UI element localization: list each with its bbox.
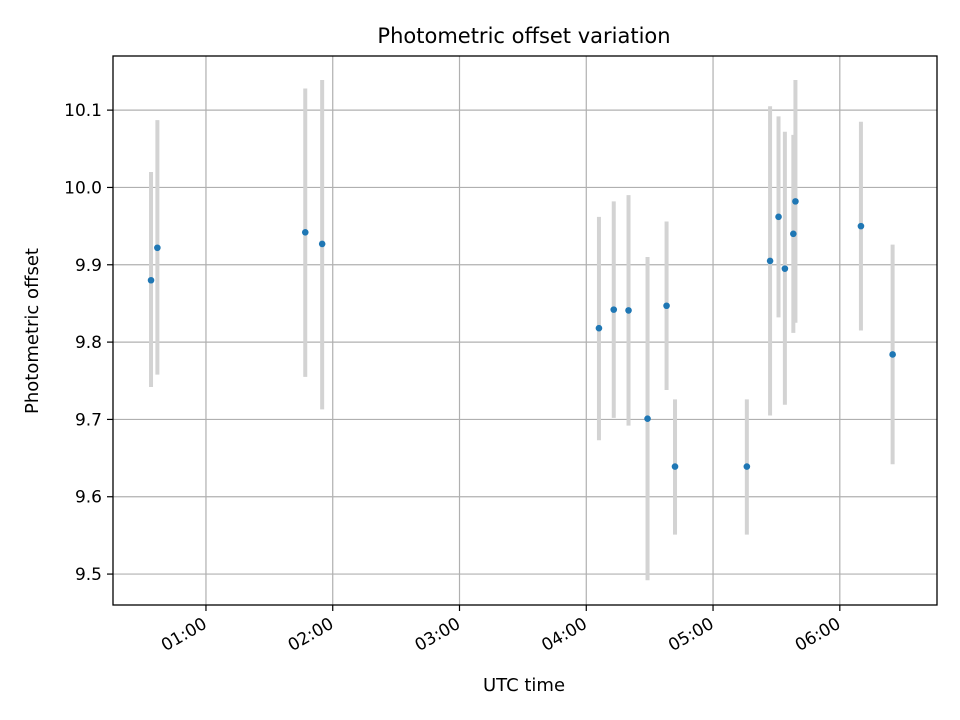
data-point (644, 415, 651, 422)
y-tick-label: 9.6 (75, 488, 102, 508)
data-point (147, 276, 155, 284)
plot-frame (112, 55, 938, 606)
y-tick-label: 9.7 (75, 410, 102, 430)
y-tick-label: 9.5 (75, 565, 102, 585)
y-tick-label: 9.8 (75, 333, 102, 353)
data-point (766, 257, 774, 265)
y-axis-ticks: 9.5 9.6 9.7 9.8 9.9 10.0 10.1 (64, 101, 113, 585)
y-tick-label: 10.0 (64, 178, 102, 198)
data-point (889, 351, 896, 358)
data-point (663, 302, 670, 310)
data-point (743, 463, 751, 470)
data-point (781, 265, 789, 272)
data-point (610, 306, 618, 313)
data-point (595, 324, 603, 332)
grid-layer (113, 56, 937, 605)
data-point (775, 213, 782, 221)
chart-title: Photometric offset variation (377, 24, 670, 48)
x-axis-title: UTC time (483, 675, 565, 696)
y-tick-label: 9.9 (75, 256, 102, 276)
data-point (790, 230, 797, 238)
marker-layer (147, 198, 896, 470)
data-point (671, 463, 679, 470)
data-point (625, 307, 632, 314)
y-tick-label: 10.1 (64, 101, 102, 121)
data-point (154, 244, 161, 252)
data-point (301, 228, 309, 236)
y-axis-title: Photometric offset (22, 248, 43, 414)
data-point (318, 240, 326, 248)
data-point (792, 198, 799, 205)
data-point (857, 222, 865, 230)
